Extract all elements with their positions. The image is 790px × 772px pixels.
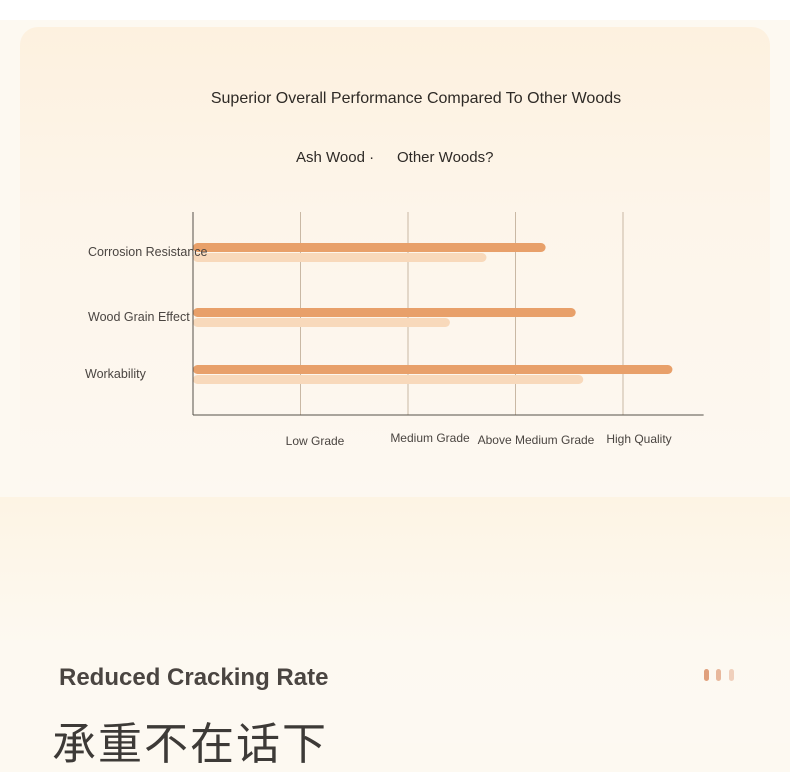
bar-other-2	[193, 318, 450, 327]
pager-dot-1[interactable]	[704, 669, 709, 681]
bar-chart: Corrosion Resistance Wood Grain Effect Wor…	[85, 212, 704, 448]
x-tick-label-3: Above Medium Grade	[478, 433, 595, 447]
legend-ash-wood: Ash Wood ·	[296, 149, 375, 166]
pager-dot-2[interactable]	[716, 669, 722, 681]
bar-ash-3	[193, 365, 673, 374]
top-strip	[0, 0, 790, 20]
bar-ash-1	[193, 243, 546, 252]
x-tick-label-4: High Quality	[606, 432, 671, 446]
bar-other-1	[193, 253, 487, 262]
section-title: Reduced Cracking Rate	[59, 664, 329, 691]
chart-title: Superior Overall Performance Compared To…	[210, 90, 622, 107]
bar-other-3	[193, 375, 584, 384]
category-label-2: Wood Grain Effect	[88, 310, 190, 324]
legend-other-woods: Other Woods?	[397, 149, 494, 166]
category-label-3: Workability	[85, 367, 147, 381]
category-label-1: Corrosion Resistance	[88, 245, 208, 259]
bar-ash-2	[193, 308, 576, 317]
x-tick-label-1: Low Grade	[286, 434, 345, 448]
x-tick-label-2: Medium Grade	[390, 431, 470, 445]
section-subtitle-cjk: 承重不在话下	[52, 719, 328, 770]
pager-dots[interactable]	[704, 668, 737, 686]
pager-dot-3[interactable]	[728, 669, 734, 681]
section-background	[0, 497, 790, 743]
